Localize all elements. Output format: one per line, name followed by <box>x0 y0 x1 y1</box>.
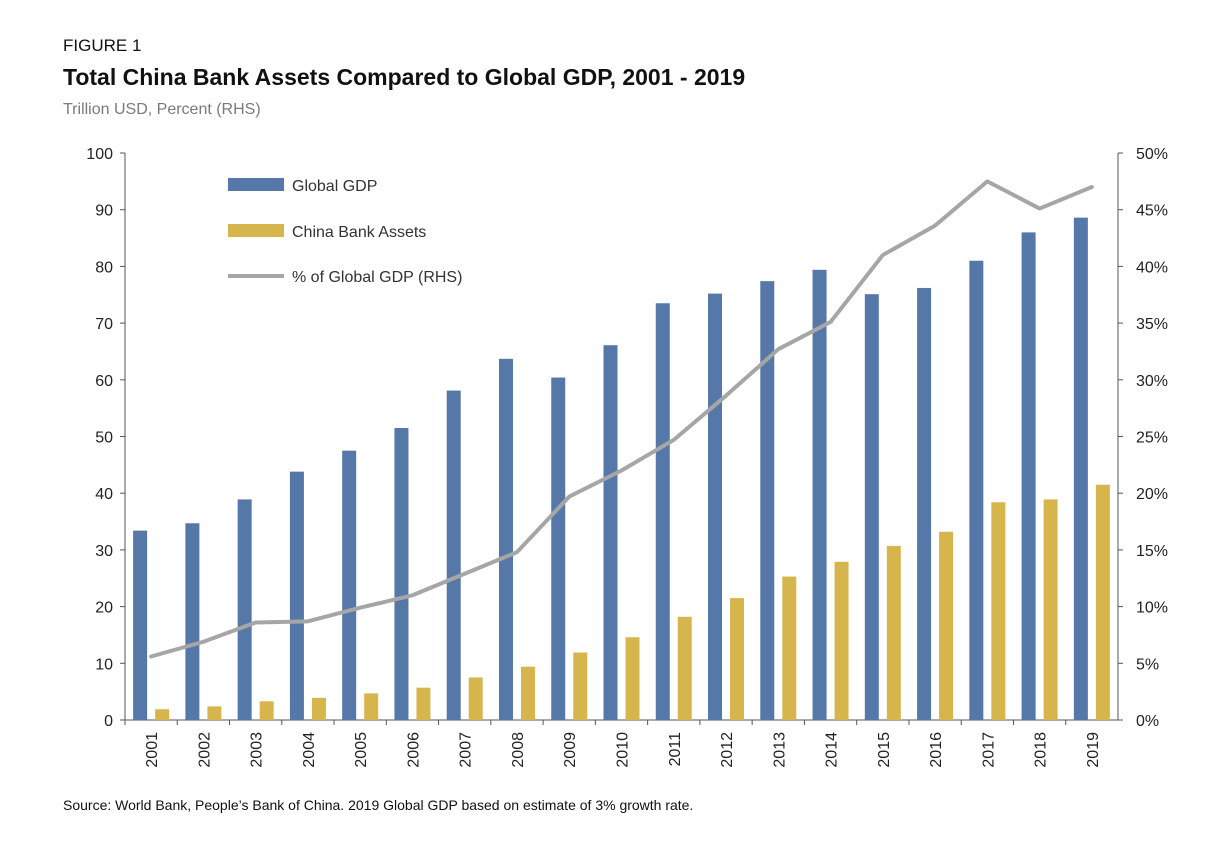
bar-china-bank-assets <box>886 545 901 720</box>
x-tick-label: 2008 <box>510 732 527 768</box>
right-tick-label: 5% <box>1136 656 1159 673</box>
right-tick-label: 25% <box>1136 430 1168 447</box>
bar-china-bank-assets <box>1043 499 1058 720</box>
bar-global-gdp <box>969 260 984 720</box>
x-tick-label: 2018 <box>1033 732 1050 768</box>
x-tick-label: 2009 <box>562 732 579 768</box>
x-tick-label: 2015 <box>876 732 893 768</box>
bar-china-bank-assets <box>730 598 745 720</box>
left-tick-label: 70 <box>95 316 113 333</box>
chart-title: Total China Bank Assets Compared to Glob… <box>63 64 746 90</box>
bar-global-gdp <box>864 294 879 720</box>
x-tick-label: 2017 <box>980 732 997 768</box>
bar-china-bank-assets <box>625 637 640 720</box>
bar-china-bank-assets <box>364 693 379 720</box>
right-tick-label: 10% <box>1136 600 1168 617</box>
bar-global-gdp <box>551 377 566 720</box>
bar-china-bank-assets <box>834 561 849 720</box>
bar-china-bank-assets <box>939 531 954 720</box>
bar-global-gdp <box>498 358 513 720</box>
chart-subtitle: Trillion USD, Percent (RHS) <box>63 101 261 118</box>
bar-china-bank-assets <box>1095 484 1110 720</box>
bar-global-gdp <box>342 450 357 720</box>
legend-swatch-china-bank-assets <box>228 224 284 237</box>
x-tick-label: 2019 <box>1085 732 1102 768</box>
x-tick-label: 2007 <box>458 732 475 768</box>
bar-china-bank-assets <box>573 652 588 720</box>
bar-global-gdp <box>394 427 409 720</box>
left-tick-label: 90 <box>95 203 113 220</box>
left-tick-label: 50 <box>95 430 113 447</box>
left-tick-label: 0 <box>104 713 113 730</box>
legend-label-china-bank-assets: China Bank Assets <box>292 224 426 241</box>
right-tick-label: 0% <box>1136 713 1159 730</box>
x-tick-label: 2004 <box>301 732 318 768</box>
left-tick-label: 100 <box>86 146 113 163</box>
bar-china-bank-assets <box>155 709 170 720</box>
left-tick-label: 20 <box>95 600 113 617</box>
legend-swatch-global-gdp <box>228 178 284 191</box>
left-tick-label: 10 <box>95 656 113 673</box>
x-tick-label: 2005 <box>353 732 370 768</box>
left-tick-label: 80 <box>95 259 113 276</box>
x-tick-label: 2001 <box>144 732 161 768</box>
bar-china-bank-assets <box>520 666 535 720</box>
left-tick-label: 60 <box>95 373 113 390</box>
bar-china-bank-assets <box>416 687 431 720</box>
legend-label-global-gdp: Global GDP <box>292 178 377 195</box>
bar-global-gdp <box>603 345 618 720</box>
bar-global-gdp <box>1021 232 1036 720</box>
legend-label-pct-global-gdp: % of Global GDP (RHS) <box>292 269 462 286</box>
x-tick-label: 2006 <box>405 732 422 768</box>
bar-global-gdp <box>185 523 200 720</box>
bar-global-gdp <box>237 499 252 720</box>
left-tick-label: 30 <box>95 543 113 560</box>
right-tick-label: 50% <box>1136 146 1168 163</box>
source-note: Source: World Bank, People’s Bank of Chi… <box>63 797 694 813</box>
bar-global-gdp <box>1073 217 1088 720</box>
right-tick-label: 30% <box>1136 373 1168 390</box>
bar-china-bank-assets <box>991 502 1006 720</box>
right-tick-label: 20% <box>1136 486 1168 503</box>
x-tick-label: 2012 <box>719 732 736 768</box>
x-tick-label: 2014 <box>824 732 841 768</box>
bar-china-bank-assets <box>259 701 274 720</box>
x-tick-label: 2013 <box>771 732 788 768</box>
x-tick-label: 2003 <box>249 732 266 768</box>
bar-global-gdp <box>655 303 670 720</box>
bar-global-gdp <box>708 293 723 720</box>
x-tick-label: 2016 <box>928 732 945 768</box>
right-tick-label: 40% <box>1136 259 1168 276</box>
bar-global-gdp <box>760 281 775 720</box>
bar-global-gdp <box>917 287 932 720</box>
bar-global-gdp <box>133 530 148 720</box>
left-tick-label: 40 <box>95 486 113 503</box>
x-tick-label: 2011 <box>667 732 684 767</box>
bar-global-gdp <box>812 269 827 720</box>
bar-global-gdp <box>289 471 304 720</box>
bar-china-bank-assets <box>677 616 692 720</box>
right-tick-label: 45% <box>1136 203 1168 220</box>
x-tick-label: 2002 <box>196 732 213 768</box>
right-tick-label: 15% <box>1136 543 1168 560</box>
bar-global-gdp <box>446 390 461 720</box>
bar-china-bank-assets <box>207 706 222 720</box>
right-tick-label: 35% <box>1136 316 1168 333</box>
bar-china-bank-assets <box>782 576 797 720</box>
bar-china-bank-assets <box>468 677 483 720</box>
line-pct-global-gdp <box>149 179 1094 659</box>
figure-label: FIGURE 1 <box>63 36 142 55</box>
x-tick-label: 2010 <box>615 732 632 768</box>
bar-china-bank-assets <box>311 697 326 720</box>
